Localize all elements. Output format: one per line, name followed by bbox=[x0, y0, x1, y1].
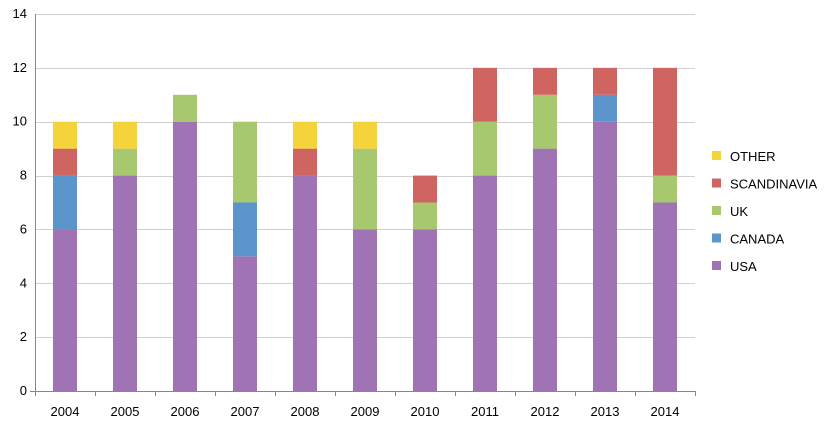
bar-segment-other-2008 bbox=[293, 121, 317, 149]
y-tick-label: 14 bbox=[13, 6, 27, 21]
bar-segment-usa-2004 bbox=[53, 229, 77, 391]
bar-segment-uk-2011 bbox=[473, 121, 497, 176]
legend-label-other: OTHER bbox=[730, 149, 776, 164]
bar-segment-scandinavia-2012 bbox=[533, 67, 557, 95]
bars bbox=[53, 67, 677, 391]
x-tick-label: 2004 bbox=[51, 404, 80, 419]
bar-segment-usa-2005 bbox=[113, 175, 137, 391]
y-tick-label: 4 bbox=[20, 275, 27, 290]
bar-segment-scandinavia-2014 bbox=[653, 67, 677, 176]
y-tick-label: 6 bbox=[20, 221, 27, 236]
bar-segment-usa-2014 bbox=[653, 202, 677, 391]
bar-segment-usa-2013 bbox=[593, 121, 617, 391]
bar-segment-other-2005 bbox=[113, 121, 137, 149]
bar-segment-canada-2004 bbox=[53, 175, 77, 230]
legend-swatch-uk bbox=[712, 206, 721, 215]
y-tick-label: 0 bbox=[20, 383, 27, 398]
legend-swatch-scandinavia bbox=[712, 178, 721, 188]
bar-segment-scandinavia-2004 bbox=[53, 148, 77, 176]
bar-segment-usa-2006 bbox=[173, 121, 197, 391]
bar-segment-scandinavia-2013 bbox=[593, 67, 617, 95]
bar-segment-other-2004 bbox=[53, 121, 77, 149]
legend-swatch-usa bbox=[712, 261, 721, 270]
bar-segment-scandinavia-2008 bbox=[293, 148, 317, 176]
bar-segment-uk-2005 bbox=[113, 148, 137, 176]
bar-segment-other-2009 bbox=[353, 121, 377, 149]
y-tick-label: 2 bbox=[20, 329, 27, 344]
x-tick-label: 2011 bbox=[471, 404, 499, 419]
x-tick-label: 2006 bbox=[171, 404, 200, 419]
bar-segment-usa-2009 bbox=[353, 229, 377, 391]
y-tick-label: 12 bbox=[13, 60, 27, 75]
bar-segment-scandinavia-2011 bbox=[473, 67, 497, 122]
bar-segment-usa-2007 bbox=[233, 256, 257, 391]
legend-label-uk: UK bbox=[730, 204, 748, 219]
y-axis-tick-labels: 0 2 4 6 8 10 12 14 bbox=[13, 6, 27, 398]
x-tick-label: 2014 bbox=[651, 404, 680, 419]
bar-segment-usa-2008 bbox=[293, 175, 317, 391]
y-tick-label: 8 bbox=[20, 168, 27, 183]
x-tick-label: 2007 bbox=[231, 404, 260, 419]
bar-segment-usa-2012 bbox=[533, 148, 557, 391]
x-tick-label: 2010 bbox=[411, 404, 440, 419]
legend-swatch-canada bbox=[712, 233, 721, 243]
bar-segment-uk-2006 bbox=[173, 94, 197, 122]
legend-label-canada: CANADA bbox=[730, 232, 785, 247]
bar-segment-canada-2007 bbox=[233, 202, 257, 257]
legend-label-scandinavia: SCANDINAVIA bbox=[730, 177, 817, 192]
x-tick-label: 2012 bbox=[531, 404, 560, 419]
legend: OTHER SCANDINAVIA UK CANADA USA bbox=[712, 149, 817, 274]
bar-segment-uk-2010 bbox=[413, 202, 437, 230]
axes bbox=[30, 14, 696, 396]
legend-swatch-other bbox=[712, 151, 721, 160]
x-tick-label: 2008 bbox=[291, 404, 320, 419]
bar-segment-uk-2007 bbox=[233, 121, 257, 203]
x-tick-label: 2009 bbox=[351, 404, 380, 419]
bar-segment-scandinavia-2010 bbox=[413, 175, 437, 203]
bar-segment-usa-2010 bbox=[413, 229, 437, 391]
x-tick-label: 2005 bbox=[111, 404, 140, 419]
x-tick-label: 2013 bbox=[591, 404, 620, 419]
bar-segment-usa-2011 bbox=[473, 175, 497, 391]
bar-segment-uk-2009 bbox=[353, 148, 377, 230]
legend-label-usa: USA bbox=[730, 259, 757, 274]
y-tick-label: 10 bbox=[13, 114, 27, 129]
bar-segment-canada-2013 bbox=[593, 94, 617, 122]
bar-segment-uk-2014 bbox=[653, 175, 677, 203]
bar-segment-uk-2012 bbox=[533, 94, 557, 149]
x-axis-tick-labels: 2004 2005 2006 2007 2008 2009 2010 2011 2012 2013… bbox=[51, 404, 680, 419]
